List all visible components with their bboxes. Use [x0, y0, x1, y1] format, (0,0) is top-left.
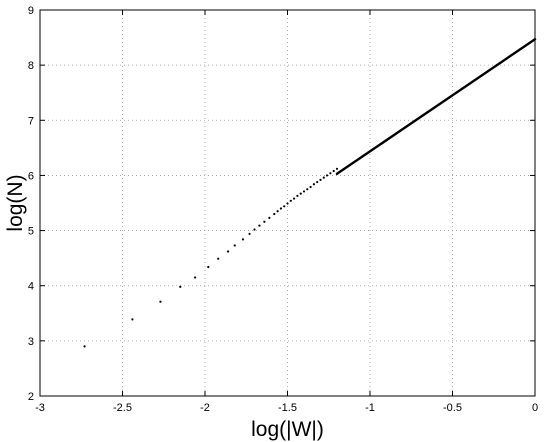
data-point: [217, 257, 220, 260]
data-point: [309, 185, 312, 189]
dense-data-segment: [335, 38, 537, 175]
data-point: [253, 228, 256, 231]
data-point: [131, 318, 134, 321]
data-point: [299, 192, 302, 195]
data-point: [207, 265, 210, 269]
data-point: [194, 276, 197, 279]
data-point: [273, 212, 276, 216]
data-point: [329, 172, 332, 175]
x-tick-label: -0.5: [443, 402, 462, 414]
data-point: [289, 199, 292, 202]
data-point: [179, 285, 182, 288]
data-point: [279, 207, 282, 210]
data-point: [302, 190, 306, 193]
data-point: [258, 224, 261, 227]
y-tick-label: 8: [28, 60, 34, 72]
grid: [40, 10, 535, 396]
data-point: [286, 202, 289, 205]
data-point: [322, 176, 325, 179]
y-tick-label: 2: [28, 391, 34, 403]
y-tick-label: 5: [28, 226, 34, 238]
data-points: [83, 167, 339, 348]
data-point: [276, 210, 279, 213]
data-point: [159, 300, 162, 303]
data-point: [248, 232, 251, 235]
data-point: [263, 220, 266, 223]
plot-frame: [39, 9, 536, 397]
x-tick-label: -2.5: [113, 402, 132, 414]
y-axis-ticks: 2 3 4 5 6 7 8 9: [28, 5, 535, 403]
data-point: [241, 238, 245, 241]
x-tick-label: -2: [200, 402, 210, 414]
y-tick-label: 6: [28, 170, 34, 182]
data-point: [83, 345, 86, 348]
data-point: [233, 244, 236, 247]
data-point: [306, 188, 309, 191]
dense-point-run: [335, 38, 537, 175]
data-point: [268, 216, 271, 219]
data-point: [283, 205, 286, 208]
data-point: [319, 178, 322, 181]
x-tick-label: -1: [365, 402, 375, 414]
x-axis-ticks: -3 -2.5 -2 -1.5 -1 -0.5 0: [35, 10, 538, 414]
x-tick-label: -3: [35, 402, 45, 414]
data-point: [316, 180, 319, 184]
data-point: [326, 174, 329, 177]
y-tick-label: 7: [28, 115, 34, 127]
y-axis-label: log(N): [4, 174, 27, 231]
data-point: [312, 183, 315, 186]
data-point: [296, 194, 299, 197]
data-point: [335, 167, 339, 170]
x-axis-label: log(|W|): [251, 418, 324, 441]
y-tick-label: 4: [28, 281, 34, 293]
y-tick-label: 3: [28, 336, 34, 348]
y-tick-label: 9: [28, 5, 34, 17]
x-tick-label: 0: [532, 402, 538, 414]
data-point: [293, 197, 296, 200]
data-point: [227, 250, 230, 253]
data-point: [332, 169, 335, 173]
x-tick-label: -1.5: [278, 402, 297, 414]
